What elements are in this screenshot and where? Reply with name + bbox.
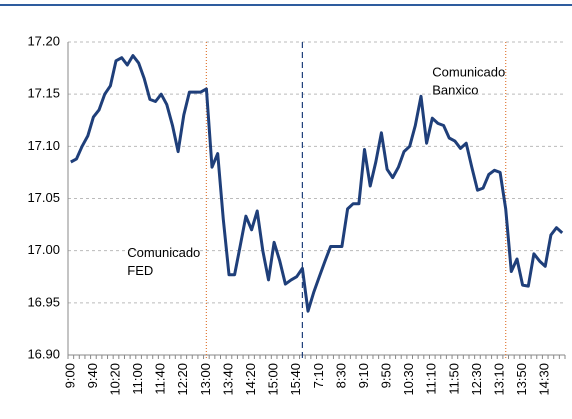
y-tick-label: 17.10 (27, 138, 60, 153)
y-tick-label: 16.95 (27, 294, 60, 309)
y-tick-label: 17.20 (27, 33, 60, 48)
x-tick-label: 14:30 (537, 363, 552, 396)
x-tick-label: 10:30 (401, 363, 416, 396)
x-tick-label: 9:10 (356, 363, 371, 388)
x-tick-label: 9:50 (379, 363, 394, 388)
x-tick-label: 11:50 (446, 363, 461, 395)
x-tick-label: 15:00 (266, 363, 281, 396)
x-tick-label: 12:30 (469, 363, 484, 396)
y-tick-label: 16.90 (27, 346, 60, 361)
y-tick-label: 17.00 (27, 242, 60, 257)
x-tick-label: 9:40 (85, 363, 100, 388)
series-line (70, 54, 564, 313)
x-tick-label: 9:00 (62, 363, 77, 388)
x-tick-label: 8:30 (333, 363, 348, 388)
x-tick-label: 15:40 (288, 363, 303, 396)
x-tick-label: 13:40 (220, 363, 235, 396)
x-tick-label: 11:10 (424, 363, 439, 395)
x-tick-label: 13:50 (514, 363, 529, 396)
annotation: FED (127, 263, 153, 278)
annotation: Banxico (432, 83, 478, 98)
x-tick-label: 11:40 (153, 363, 168, 395)
x-tick-label: 11:00 (130, 363, 145, 395)
annotation: Comunicado (127, 245, 200, 260)
y-tick-label: 17.15 (27, 86, 60, 101)
x-tick-label: 13:00 (198, 363, 213, 396)
y-tick-label: 17.05 (27, 190, 60, 205)
x-tick-label: 14:20 (243, 363, 258, 396)
annotation: Comunicado (432, 65, 505, 80)
x-tick-label: 12:20 (175, 363, 190, 396)
x-tick-label: 10:20 (107, 363, 122, 396)
x-tick-label: 7:10 (311, 363, 326, 388)
x-tick-label: 13:10 (491, 363, 506, 396)
